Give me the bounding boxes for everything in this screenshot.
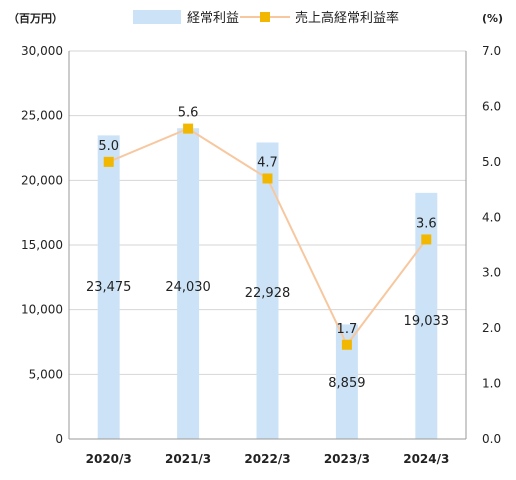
bar bbox=[97, 135, 120, 439]
left-tick-label: 20,000 bbox=[21, 173, 63, 187]
bar-value-label: 24,030 bbox=[165, 280, 211, 295]
bar bbox=[256, 142, 279, 439]
ratio-value-label: 4.7 bbox=[257, 155, 278, 170]
left-tick-label: 0 bbox=[55, 432, 63, 446]
bar-value-label: 8,859 bbox=[328, 376, 365, 391]
ratio-value-label: 3.6 bbox=[416, 216, 437, 231]
ratio-point bbox=[262, 173, 273, 184]
right-tick-label: 0.0 bbox=[482, 432, 501, 446]
right-tick-label: 1.0 bbox=[482, 377, 501, 391]
bar bbox=[415, 192, 438, 439]
ratio-value-label: 5.6 bbox=[178, 106, 199, 121]
legend-bar-label: 経常利益 bbox=[187, 11, 239, 26]
ratio-value-label: 5.0 bbox=[98, 139, 119, 154]
ratio-point bbox=[183, 123, 194, 134]
x-tick-label: 2024/3 bbox=[403, 452, 449, 466]
data-labels: 23,475 24,030 22,928 8,859 19,033 5.0 5.6 4.7 1.… bbox=[86, 106, 449, 391]
left-tick-label: 10,000 bbox=[21, 303, 63, 317]
bars bbox=[97, 128, 438, 439]
ratio-value-label: 1.7 bbox=[337, 322, 358, 337]
left-tick-label: 15,000 bbox=[21, 238, 63, 252]
right-tick-label: 2.0 bbox=[482, 321, 501, 335]
right-tick-label: 6.0 bbox=[482, 99, 501, 113]
bar-value-label: 22,928 bbox=[245, 286, 291, 301]
right-tick-label: 7.0 bbox=[482, 44, 501, 58]
left-tick-label: 25,000 bbox=[21, 109, 63, 123]
x-tick-label: 2023/3 bbox=[324, 452, 370, 466]
x-tick-label: 2022/3 bbox=[244, 452, 290, 466]
legend-bar-swatch bbox=[133, 10, 181, 24]
legend-line-label: 売上高経常利益率 bbox=[295, 10, 399, 26]
x-tick-label: 2020/3 bbox=[86, 452, 132, 466]
left-tick-label: 5,000 bbox=[29, 367, 63, 381]
right-tick-label: 5.0 bbox=[482, 155, 501, 169]
right-axis-unit: (%) bbox=[482, 12, 503, 25]
ratio-point bbox=[103, 156, 114, 167]
legend: 経常利益 売上高経常利益率 bbox=[133, 10, 399, 26]
right-tick-label: 3.0 bbox=[482, 266, 501, 280]
ratio-point bbox=[341, 339, 352, 350]
bar-value-label: 23,475 bbox=[86, 280, 132, 295]
bar-value-label: 19,033 bbox=[404, 314, 450, 329]
right-tick-label: 4.0 bbox=[482, 210, 501, 224]
line-series bbox=[103, 123, 432, 350]
bar bbox=[335, 324, 358, 439]
axes: 0 5,000 10,000 15,000 20,000 25,000 30,000 0.0 1… bbox=[21, 44, 501, 466]
bar bbox=[177, 128, 200, 439]
ratio-point bbox=[421, 234, 432, 245]
x-tick-label: 2021/3 bbox=[165, 452, 211, 466]
left-tick-label: 30,000 bbox=[21, 44, 63, 58]
left-axis-unit: （百万円） bbox=[8, 12, 63, 25]
legend-marker-swatch bbox=[260, 12, 270, 22]
